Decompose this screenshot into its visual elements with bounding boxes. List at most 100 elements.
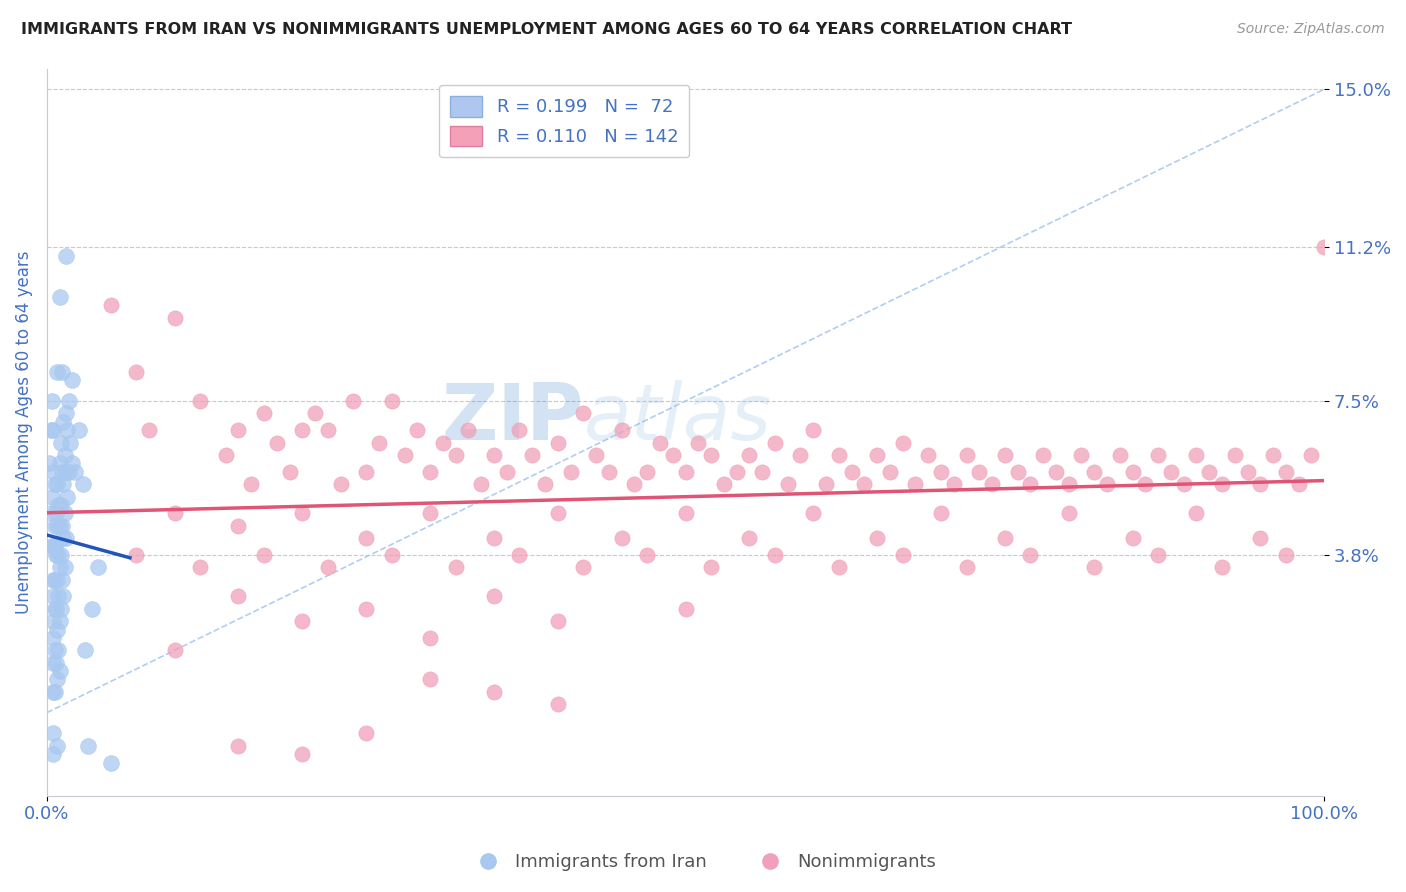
- Point: [763, 548, 786, 562]
- Point: [955, 560, 977, 574]
- Point: [1083, 560, 1105, 574]
- Point: [636, 548, 658, 562]
- Point: [828, 560, 851, 574]
- Point: [53, 506, 76, 520]
- Point: [63, 465, 86, 479]
- Point: [636, 465, 658, 479]
- Point: [725, 465, 748, 479]
- Point: [38, 456, 60, 470]
- Point: [751, 465, 773, 479]
- Point: [675, 465, 697, 479]
- Point: [41, 540, 63, 554]
- Point: [55, 406, 77, 420]
- Point: [1070, 448, 1092, 462]
- Point: [841, 465, 863, 479]
- Point: [1211, 477, 1233, 491]
- Point: [46, 623, 69, 637]
- Point: [163, 643, 186, 657]
- Point: [623, 477, 645, 491]
- Point: [163, 506, 186, 520]
- Point: [1249, 531, 1271, 545]
- Point: [46, 477, 69, 491]
- Point: [48, 548, 70, 562]
- Point: [42, 573, 65, 587]
- Point: [776, 477, 799, 491]
- Point: [42, 631, 65, 645]
- Point: [266, 435, 288, 450]
- Point: [1122, 531, 1144, 545]
- Point: [291, 614, 314, 628]
- Point: [125, 365, 148, 379]
- Point: [39, 423, 62, 437]
- Point: [1185, 448, 1208, 462]
- Point: [48, 290, 70, 304]
- Point: [495, 465, 517, 479]
- Point: [1313, 240, 1336, 254]
- Point: [291, 747, 314, 762]
- Point: [1173, 477, 1195, 491]
- Point: [51, 573, 73, 587]
- Point: [42, 465, 65, 479]
- Point: [240, 477, 263, 491]
- Point: [866, 448, 889, 462]
- Point: [879, 465, 901, 479]
- Point: [253, 548, 276, 562]
- Point: [1198, 465, 1220, 479]
- Point: [522, 448, 544, 462]
- Point: [1007, 465, 1029, 479]
- Point: [304, 406, 326, 420]
- Point: [482, 448, 505, 462]
- Point: [1019, 548, 1042, 562]
- Point: [981, 477, 1004, 491]
- Point: [1301, 448, 1323, 462]
- Point: [42, 540, 65, 554]
- Point: [58, 465, 80, 479]
- Point: [482, 589, 505, 603]
- Point: [482, 685, 505, 699]
- Point: [188, 394, 211, 409]
- Point: [547, 698, 569, 712]
- Point: [52, 589, 75, 603]
- Point: [547, 435, 569, 450]
- Point: [560, 465, 582, 479]
- Point: [59, 435, 82, 450]
- Point: [675, 506, 697, 520]
- Point: [929, 506, 952, 520]
- Point: [1275, 465, 1298, 479]
- Point: [45, 506, 67, 520]
- Point: [1236, 465, 1258, 479]
- Point: [62, 456, 84, 470]
- Point: [994, 448, 1017, 462]
- Point: [1185, 506, 1208, 520]
- Point: [44, 477, 66, 491]
- Point: [354, 531, 377, 545]
- Point: [49, 548, 72, 562]
- Point: [929, 465, 952, 479]
- Point: [316, 560, 339, 574]
- Point: [1122, 465, 1144, 479]
- Point: [49, 498, 72, 512]
- Point: [457, 423, 479, 437]
- Point: [585, 448, 607, 462]
- Point: [675, 601, 697, 615]
- Point: [955, 448, 977, 462]
- Point: [688, 435, 710, 450]
- Point: [1249, 477, 1271, 491]
- Point: [48, 643, 70, 657]
- Point: [228, 739, 250, 753]
- Point: [801, 423, 824, 437]
- Point: [44, 573, 66, 587]
- Point: [342, 394, 364, 409]
- Point: [75, 643, 97, 657]
- Point: [444, 448, 467, 462]
- Legend: R = 0.199   N =  72, R = 0.110   N = 142: R = 0.199 N = 72, R = 0.110 N = 142: [439, 85, 689, 157]
- Point: [46, 739, 69, 753]
- Point: [508, 548, 530, 562]
- Point: [394, 448, 416, 462]
- Point: [52, 531, 75, 545]
- Point: [1147, 548, 1170, 562]
- Point: [648, 435, 671, 450]
- Point: [80, 601, 103, 615]
- Point: [44, 643, 66, 657]
- Point: [1275, 548, 1298, 562]
